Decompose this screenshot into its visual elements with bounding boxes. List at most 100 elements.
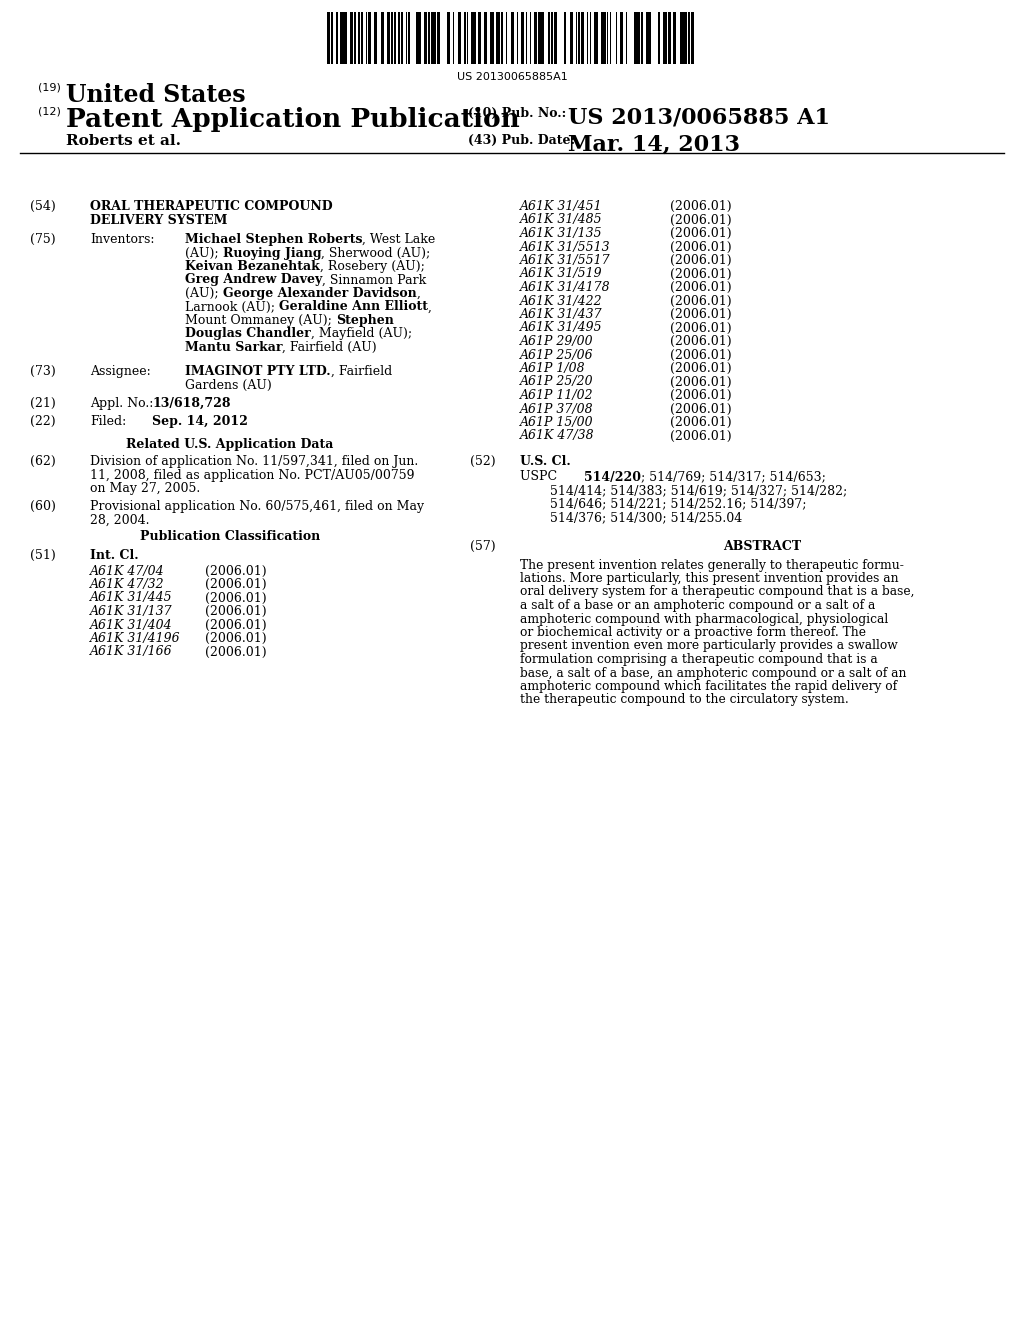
Bar: [464, 12, 466, 63]
Bar: [502, 12, 503, 63]
Text: A61K 31/437: A61K 31/437: [520, 308, 603, 321]
Bar: [594, 12, 598, 63]
Text: 514/646; 514/221; 514/252.16; 514/397;: 514/646; 514/221; 514/252.16; 514/397;: [550, 498, 807, 511]
Text: Appl. No.:: Appl. No.:: [90, 397, 154, 411]
Bar: [453, 12, 454, 63]
Bar: [394, 12, 395, 63]
Bar: [601, 12, 605, 63]
Text: A61K 31/137: A61K 31/137: [90, 605, 173, 618]
Text: (2006.01): (2006.01): [670, 294, 731, 308]
Bar: [688, 12, 690, 63]
Text: (62): (62): [30, 455, 55, 469]
Text: (2006.01): (2006.01): [670, 362, 731, 375]
Bar: [691, 12, 694, 63]
Bar: [467, 12, 468, 63]
Bar: [579, 12, 580, 63]
Bar: [521, 12, 524, 63]
Bar: [340, 12, 347, 63]
Text: A61P 11/02: A61P 11/02: [520, 389, 594, 403]
Text: lations. More particularly, this present invention provides an: lations. More particularly, this present…: [520, 572, 899, 585]
Bar: [437, 12, 440, 63]
Text: A61K 31/404: A61K 31/404: [90, 619, 173, 631]
Text: Roberts et al.: Roberts et al.: [66, 135, 181, 148]
Text: (2006.01): (2006.01): [670, 322, 731, 334]
Bar: [517, 12, 518, 63]
Text: (73): (73): [30, 366, 55, 378]
Text: Filed:: Filed:: [90, 414, 126, 428]
Text: A61K 47/38: A61K 47/38: [520, 429, 595, 442]
Text: A61K 31/135: A61K 31/135: [520, 227, 603, 240]
Text: base, a salt of a base, an amphoteric compound or a salt of an: base, a salt of a base, an amphoteric co…: [520, 667, 906, 680]
Text: (2006.01): (2006.01): [670, 429, 731, 442]
Text: (52): (52): [470, 455, 496, 469]
Bar: [582, 12, 584, 63]
Text: A61K 47/32: A61K 47/32: [90, 578, 165, 591]
Text: A61P 25/06: A61P 25/06: [520, 348, 594, 362]
Text: (51): (51): [30, 549, 55, 562]
Text: (2006.01): (2006.01): [205, 632, 266, 645]
Bar: [551, 12, 553, 63]
Bar: [587, 12, 589, 63]
Bar: [634, 12, 640, 63]
Bar: [535, 12, 537, 63]
Bar: [610, 12, 611, 63]
Text: (2006.01): (2006.01): [670, 227, 731, 240]
Bar: [416, 12, 421, 63]
Bar: [663, 12, 667, 63]
Text: A61K 31/5517: A61K 31/5517: [520, 253, 610, 267]
Bar: [506, 12, 507, 63]
Text: the therapeutic compound to the circulatory system.: the therapeutic compound to the circulat…: [520, 693, 849, 706]
Text: US 2013/0065885 A1: US 2013/0065885 A1: [568, 107, 830, 129]
Text: A61K 31/485: A61K 31/485: [520, 214, 603, 227]
Text: a salt of a base or an amphoteric compound or a salt of a: a salt of a base or an amphoteric compou…: [520, 599, 876, 612]
Text: (60): (60): [30, 500, 56, 513]
Text: , Sinnamon Park: , Sinnamon Park: [323, 273, 427, 286]
Text: (2006.01): (2006.01): [670, 281, 731, 294]
Bar: [658, 12, 659, 63]
Text: Sep. 14, 2012: Sep. 14, 2012: [152, 414, 248, 428]
Text: oral delivery system for a therapeutic compound that is a base,: oral delivery system for a therapeutic c…: [520, 586, 914, 598]
Text: ; 514/769; 514/317; 514/653;: ; 514/769; 514/317; 514/653;: [641, 470, 825, 483]
Bar: [424, 12, 427, 63]
Bar: [489, 12, 495, 63]
Text: Keivan Bezanehtak: Keivan Bezanehtak: [185, 260, 319, 273]
Text: (21): (21): [30, 397, 55, 411]
Text: A61K 31/451: A61K 31/451: [520, 201, 603, 213]
Bar: [459, 12, 461, 63]
Text: (10) Pub. No.:: (10) Pub. No.:: [468, 107, 566, 120]
Text: A61K 31/4178: A61K 31/4178: [520, 281, 610, 294]
Text: Geraldine Ann Elliott: Geraldine Ann Elliott: [279, 301, 428, 314]
Bar: [478, 12, 481, 63]
Bar: [354, 12, 355, 63]
Bar: [366, 12, 367, 63]
Text: Mount Ommaney (AU);: Mount Ommaney (AU);: [185, 314, 336, 327]
Bar: [327, 12, 330, 63]
Bar: [641, 12, 643, 63]
Text: (2006.01): (2006.01): [205, 578, 266, 591]
Text: IMAGINOT PTY LTD.: IMAGINOT PTY LTD.: [185, 366, 331, 378]
Text: (2006.01): (2006.01): [670, 308, 731, 321]
Bar: [539, 12, 544, 63]
Bar: [431, 12, 435, 63]
Text: United States: United States: [66, 83, 246, 107]
Text: (AU);: (AU);: [185, 286, 222, 300]
Text: Larnook (AU);: Larnook (AU);: [185, 301, 279, 314]
Text: ABSTRACT: ABSTRACT: [723, 540, 802, 553]
Text: Mantu Sarkar: Mantu Sarkar: [185, 341, 283, 354]
Bar: [620, 12, 623, 63]
Bar: [471, 12, 475, 63]
Bar: [374, 12, 377, 63]
Bar: [590, 12, 591, 63]
Text: 514/220: 514/220: [584, 470, 641, 483]
Text: , Mayfield (AU);: , Mayfield (AU);: [310, 327, 412, 341]
Text: (2006.01): (2006.01): [670, 403, 731, 416]
Bar: [428, 12, 430, 63]
Bar: [564, 12, 565, 63]
Text: A61K 31/519: A61K 31/519: [520, 268, 603, 281]
Text: A61P 15/00: A61P 15/00: [520, 416, 594, 429]
Text: 13/618,728: 13/618,728: [152, 397, 230, 411]
Text: (43) Pub. Date:: (43) Pub. Date:: [468, 135, 575, 147]
Text: Stephen: Stephen: [336, 314, 394, 327]
Text: US 20130065885A1: US 20130065885A1: [457, 73, 567, 82]
Text: (2006.01): (2006.01): [670, 268, 731, 281]
